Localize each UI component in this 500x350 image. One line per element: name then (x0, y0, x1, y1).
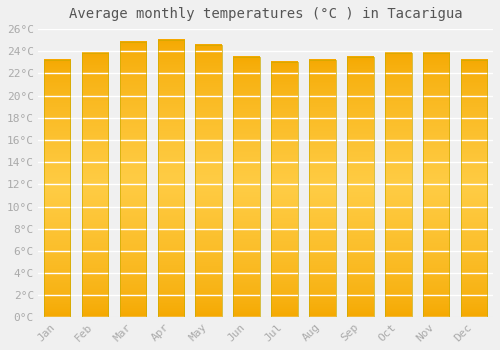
Title: Average monthly temperatures (°C ) in Tacarigua: Average monthly temperatures (°C ) in Ta… (69, 7, 462, 21)
